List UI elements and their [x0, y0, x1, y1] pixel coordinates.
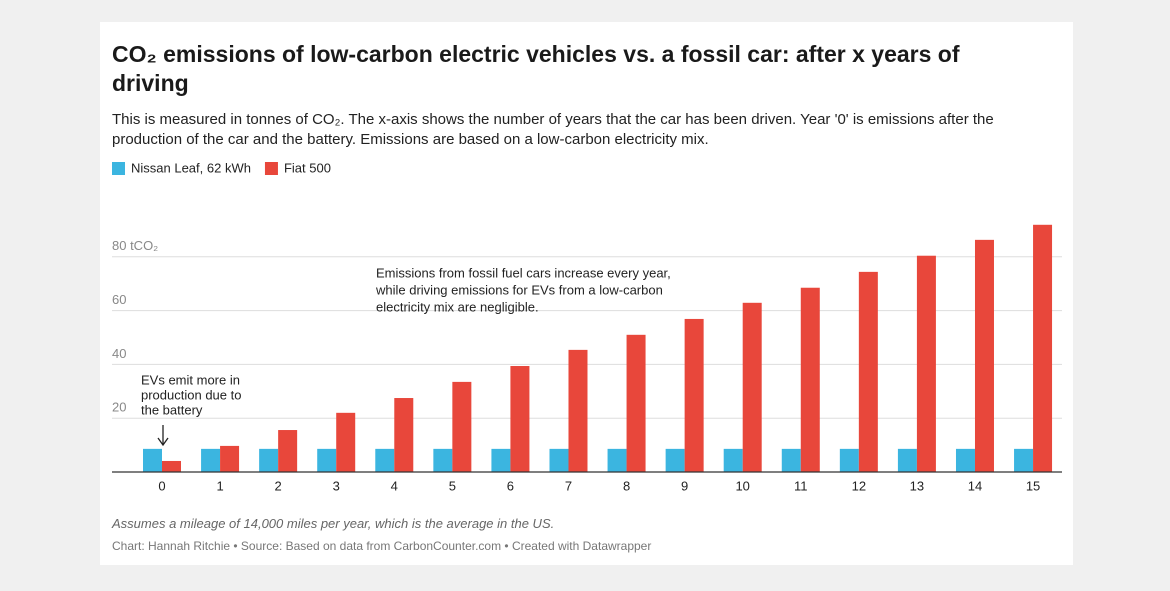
bar [800, 287, 820, 472]
source: Chart: Hannah Ritchie • Source: Based on… [112, 539, 652, 553]
bar [162, 460, 181, 472]
bar [974, 239, 994, 472]
bar [858, 271, 878, 472]
x-tick-label: 11 [794, 478, 808, 493]
chart-title: CO₂ emissions of low-carbon electric veh… [112, 41, 960, 96]
bar [1014, 448, 1034, 472]
bar [1033, 224, 1053, 472]
x-tick-label: 3 [333, 478, 340, 493]
bar [452, 381, 472, 472]
legend-label: Fiat 500 [284, 160, 331, 175]
bar [220, 445, 240, 472]
bar [916, 255, 936, 472]
x-tick-label: 0 [158, 478, 165, 493]
x-tick-label: 9 [681, 478, 688, 493]
y-tick-label: 80 tCO₂ [112, 238, 158, 253]
x-tick-label: 10 [735, 478, 749, 493]
annotation: while driving emissions for EVs from a l… [375, 282, 663, 297]
bar [394, 398, 414, 472]
x-tick-label: 8 [623, 478, 630, 493]
annotation: the battery [141, 402, 203, 417]
bar [742, 302, 762, 472]
y-tick-label: 40 [112, 346, 126, 361]
bar [684, 318, 704, 472]
card [100, 22, 1073, 565]
bar [626, 334, 646, 472]
bar [259, 448, 279, 472]
bar [568, 349, 588, 472]
x-tick-label: 1 [216, 478, 223, 493]
x-tick-label: 6 [507, 478, 514, 493]
bar [955, 448, 975, 472]
bar [607, 448, 627, 472]
bar [317, 448, 337, 472]
bar [781, 448, 801, 472]
bar [839, 448, 859, 472]
legend-swatch [112, 162, 125, 175]
x-tick-label: 4 [391, 478, 398, 493]
bar [336, 412, 356, 472]
x-tick-label: 2 [275, 478, 282, 493]
annotation: Emissions from fossil fuel cars increase… [376, 265, 671, 280]
bar [201, 448, 221, 472]
bar [433, 448, 453, 472]
bar [665, 448, 685, 472]
annotation: EVs emit more in [141, 372, 240, 387]
bar [723, 448, 743, 472]
annotation: production due to [141, 387, 241, 402]
x-tick-label: 5 [449, 478, 456, 493]
x-tick-label: 15 [1026, 478, 1040, 493]
bar [375, 448, 395, 472]
x-tick-label: 13 [910, 478, 924, 493]
x-tick-label: 14 [968, 478, 982, 493]
x-tick-label: 7 [565, 478, 572, 493]
y-tick-label: 60 [112, 292, 126, 307]
bar [549, 448, 569, 472]
bar [897, 448, 917, 472]
y-tick-label: 20 [112, 400, 126, 415]
bar [143, 448, 162, 472]
bar [278, 430, 298, 472]
x-tick-label: 12 [852, 478, 866, 493]
bar [510, 366, 530, 472]
chart-subtitle: This is measured in tonnes of CO₂. The x… [112, 111, 994, 148]
legend-swatch [264, 162, 278, 175]
annotation: electricity mix are negligible. [376, 299, 539, 314]
bar [491, 448, 511, 472]
arrow-head [157, 437, 169, 447]
note: Assumes a mileage of 14,000 miles per ye… [112, 516, 555, 531]
legend-label: Nissan Leaf, 62 kWh [131, 160, 251, 175]
